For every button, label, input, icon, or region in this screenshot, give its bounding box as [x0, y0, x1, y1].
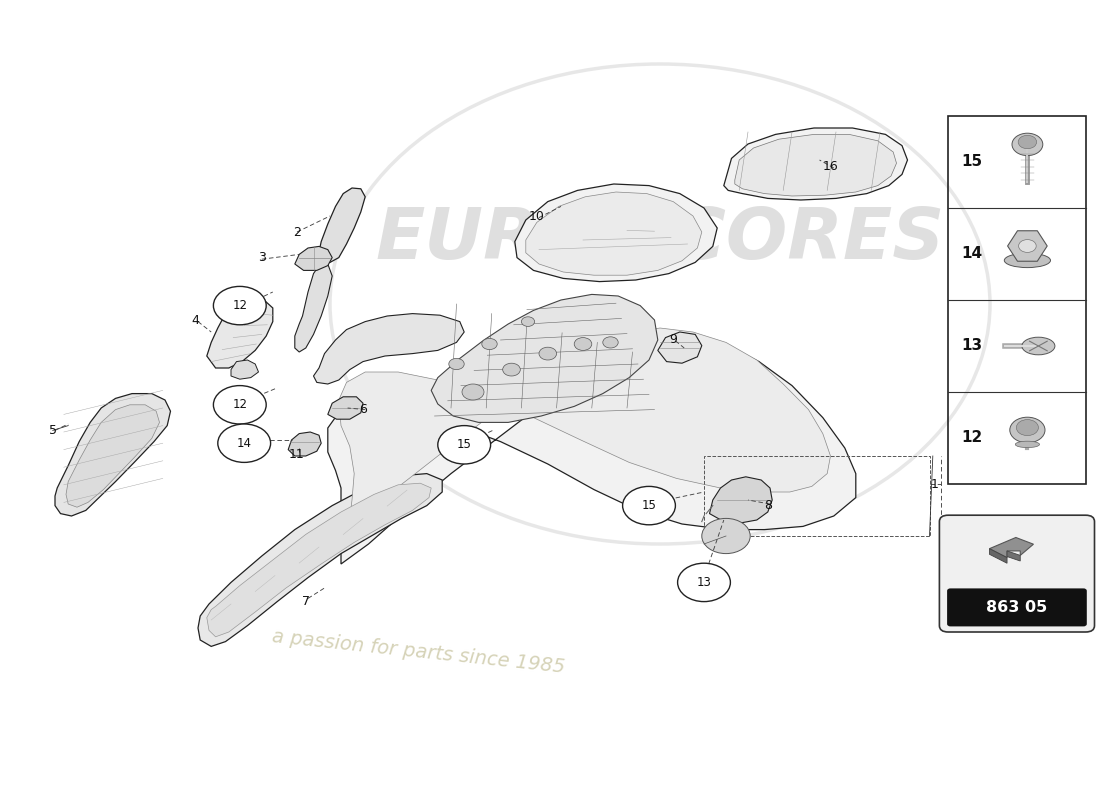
Circle shape	[449, 358, 464, 370]
Text: 3: 3	[257, 251, 266, 264]
Text: 4: 4	[191, 314, 200, 326]
Ellipse shape	[1022, 338, 1055, 355]
Text: 2: 2	[293, 226, 301, 238]
Text: 16: 16	[823, 160, 838, 173]
Circle shape	[213, 386, 266, 424]
Polygon shape	[66, 405, 160, 507]
Polygon shape	[198, 474, 442, 646]
Circle shape	[702, 518, 750, 554]
Text: 14: 14	[961, 246, 982, 262]
Circle shape	[678, 563, 730, 602]
Polygon shape	[710, 477, 772, 523]
Text: 15: 15	[961, 154, 982, 170]
FancyBboxPatch shape	[947, 589, 1087, 626]
Text: EUROLICORES: EUROLICORES	[375, 206, 945, 274]
Polygon shape	[431, 294, 658, 422]
Polygon shape	[724, 128, 908, 200]
FancyBboxPatch shape	[939, 515, 1094, 632]
Polygon shape	[658, 332, 702, 363]
Polygon shape	[314, 314, 464, 384]
Text: 15: 15	[641, 499, 657, 512]
Polygon shape	[339, 328, 830, 522]
Text: 12: 12	[961, 430, 982, 446]
Text: 8: 8	[763, 499, 772, 512]
Text: 10: 10	[529, 210, 544, 222]
Text: 14: 14	[236, 437, 252, 450]
Polygon shape	[231, 360, 258, 379]
Polygon shape	[735, 134, 896, 196]
Polygon shape	[295, 262, 332, 352]
Text: 13: 13	[696, 576, 712, 589]
Polygon shape	[207, 298, 273, 368]
Circle shape	[1010, 418, 1045, 443]
Text: 863 05: 863 05	[987, 600, 1047, 615]
Polygon shape	[328, 397, 363, 419]
Polygon shape	[328, 338, 856, 564]
Text: 11: 11	[289, 448, 305, 461]
Circle shape	[539, 347, 557, 360]
Polygon shape	[1008, 230, 1047, 262]
Text: 15: 15	[456, 438, 472, 451]
Polygon shape	[319, 188, 365, 262]
Circle shape	[574, 338, 592, 350]
Polygon shape	[295, 246, 332, 270]
Polygon shape	[55, 394, 170, 516]
Text: 6: 6	[359, 403, 367, 416]
Ellipse shape	[1015, 442, 1040, 447]
Text: a passion for parts since 1985: a passion for parts since 1985	[271, 627, 565, 677]
Circle shape	[1019, 239, 1036, 253]
Circle shape	[482, 338, 497, 350]
Polygon shape	[288, 432, 321, 456]
Circle shape	[1016, 419, 1038, 435]
Text: 7: 7	[301, 595, 310, 608]
Ellipse shape	[1004, 253, 1050, 267]
Circle shape	[503, 363, 520, 376]
Circle shape	[1019, 135, 1036, 149]
Polygon shape	[515, 184, 717, 282]
Text: 5: 5	[48, 424, 57, 437]
Text: 12: 12	[232, 398, 248, 411]
Text: 9: 9	[669, 333, 678, 346]
Text: 12: 12	[232, 299, 248, 312]
Circle shape	[218, 424, 271, 462]
Circle shape	[1012, 133, 1043, 155]
Circle shape	[438, 426, 491, 464]
Circle shape	[623, 486, 675, 525]
Circle shape	[462, 384, 484, 400]
Polygon shape	[990, 549, 1008, 563]
Circle shape	[521, 317, 535, 326]
Polygon shape	[526, 192, 702, 275]
Polygon shape	[990, 538, 1034, 558]
Text: 1: 1	[931, 478, 939, 490]
Polygon shape	[207, 483, 431, 637]
Text: 13: 13	[961, 338, 982, 354]
Circle shape	[213, 286, 266, 325]
Polygon shape	[1008, 551, 1021, 561]
Circle shape	[603, 337, 618, 348]
